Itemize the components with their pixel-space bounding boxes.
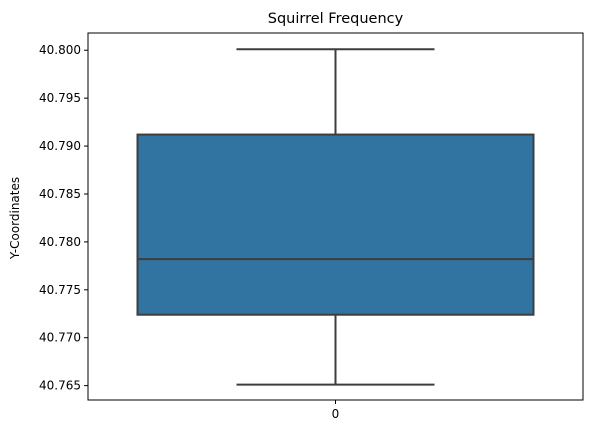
- y-tick-label: 40.765: [39, 379, 81, 393]
- y-tick-label: 40.780: [39, 235, 81, 249]
- box-iqr: [136, 133, 535, 316]
- y-axis-label: Y-Coordinates: [8, 177, 22, 260]
- y-tick-label: 40.795: [39, 91, 81, 105]
- plot-area: 40.765 40.770 40.775 40.780 40.785 40.790 40.7…: [39, 32, 584, 421]
- chart-title: Squirrel Frequency: [268, 11, 404, 27]
- y-tick-label: 40.785: [39, 187, 81, 201]
- x-tick-label: 0: [332, 407, 340, 421]
- y-tick-label: 40.770: [39, 331, 81, 345]
- y-tick-label: 40.790: [39, 139, 81, 153]
- y-tick-label: 40.800: [39, 43, 81, 57]
- y-tick-label: 40.775: [39, 283, 81, 297]
